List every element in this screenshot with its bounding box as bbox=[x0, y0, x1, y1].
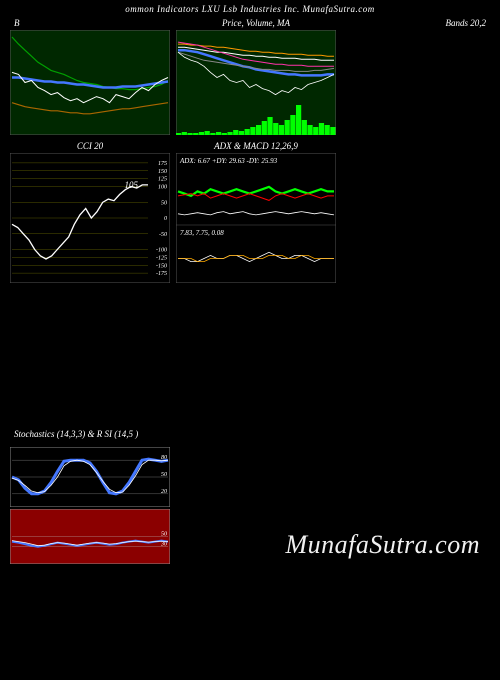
svg-text:-125: -125 bbox=[156, 255, 167, 261]
svg-text:7.83, 7.75, 0.08: 7.83, 7.75, 0.08 bbox=[180, 229, 224, 237]
bb-chart bbox=[10, 30, 170, 135]
row-3-title: Stochastics (14,3,3) & R SI (14,5 ) bbox=[0, 429, 500, 441]
svg-text:105: 105 bbox=[125, 180, 139, 190]
adx-chart: ADX: 6.67 +DY: 29.63 -DY: 25.93 7.83, 7.7… bbox=[176, 153, 336, 283]
bb-panel: B bbox=[10, 18, 170, 135]
svg-text:0: 0 bbox=[164, 216, 167, 222]
svg-text:30: 30 bbox=[160, 542, 167, 548]
svg-text:50: 50 bbox=[161, 472, 167, 478]
svg-text:-100: -100 bbox=[156, 248, 167, 254]
header-text: ommon Indicators LXU Lsb Industries Inc.… bbox=[125, 4, 375, 14]
row-1: B Price, Volume, MA Bands 20,2 bbox=[0, 18, 500, 135]
svg-text:50: 50 bbox=[161, 532, 167, 538]
page-header: ommon Indicators LXU Lsb Industries Inc.… bbox=[0, 0, 500, 18]
svg-text:ADX: 6.67 +DY: 29.63 -DY: 25.9: ADX: 6.67 +DY: 29.63 -DY: 25.93 bbox=[179, 157, 278, 165]
svg-text:-50: -50 bbox=[159, 232, 167, 238]
cci-chart: 175 150 125 100 50 0 -50 -100-125 -150 -175 105 bbox=[10, 153, 170, 283]
svg-text:125: 125 bbox=[158, 177, 167, 183]
bands-label: Bands 20,2 bbox=[446, 18, 487, 28]
svg-text:100: 100 bbox=[158, 185, 167, 191]
gap bbox=[0, 289, 500, 429]
svg-text:50: 50 bbox=[161, 200, 167, 206]
svg-text:20: 20 bbox=[161, 489, 167, 495]
bb-title-left: B bbox=[14, 18, 20, 28]
row-2: CCI 20 175 150 125 100 50 0 -50 -100-125 -150 -17… bbox=[0, 141, 500, 283]
rsi-chart: 50 30 bbox=[10, 509, 170, 564]
bands-label-panel: Bands 20,2 bbox=[342, 18, 490, 135]
cci-title: CCI 20 bbox=[77, 141, 103, 151]
watermark-text: MunafaSutra.com bbox=[285, 530, 480, 559]
ma-title: Price, Volume, MA bbox=[222, 18, 290, 28]
watermark: MunafaSutra.com bbox=[285, 530, 480, 560]
svg-text:-175: -175 bbox=[156, 271, 167, 277]
adx-panel: ADX & MACD 12,26,9 ADX: 6.67 +DY: 29.63 … bbox=[176, 141, 336, 283]
cci-panel: CCI 20 175 150 125 100 50 0 -50 -100-125 -150 -17… bbox=[10, 141, 170, 283]
svg-text:-150: -150 bbox=[156, 263, 167, 269]
ma-panel: Price, Volume, MA bbox=[176, 18, 336, 135]
stoch-chart: 805020 bbox=[10, 447, 170, 507]
svg-text:150: 150 bbox=[158, 169, 167, 175]
svg-text:175: 175 bbox=[158, 161, 167, 167]
ma-chart bbox=[176, 30, 336, 135]
adx-title: ADX & MACD 12,26,9 bbox=[214, 141, 298, 151]
stoch-title: Stochastics (14,3,3) & R SI (14,5 ) bbox=[14, 429, 138, 439]
